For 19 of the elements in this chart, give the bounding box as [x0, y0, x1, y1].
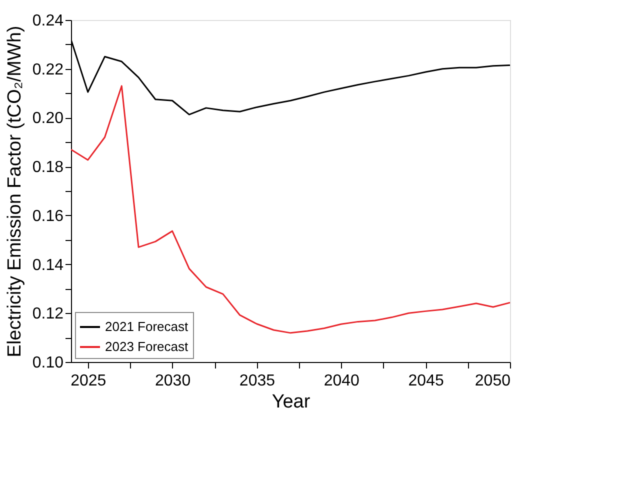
y-tick-label: 0.18: [32, 159, 64, 176]
y-tick-label: 0.10: [32, 354, 64, 372]
x-tick-label: 2050: [474, 372, 511, 390]
x-axis-title: Year: [272, 392, 311, 412]
legend-label: 2021 Forecast: [105, 319, 188, 334]
y-axis-title: Electricity Emission Factor (tCO₂/MWh): [4, 26, 26, 358]
x-tick-label: 2025: [70, 372, 106, 390]
x-tick-label: 2040: [324, 372, 360, 390]
y-tick-label: 0.14: [32, 256, 64, 274]
x-tick-label: 2045: [408, 372, 444, 390]
x-tick-label: 2035: [239, 372, 276, 390]
x-tick-label: 2030: [155, 372, 191, 390]
y-tick-label: 0.12: [32, 306, 64, 323]
y-tick-label: 0.20: [32, 110, 64, 128]
y-tick-label: 0.24: [32, 12, 64, 30]
y-tick-label: 0.16: [32, 208, 64, 225]
line-series: [71, 85, 510, 334]
legend-label: 2023 Forecast: [105, 339, 188, 354]
y-tick-label: 0.22: [32, 61, 64, 78]
